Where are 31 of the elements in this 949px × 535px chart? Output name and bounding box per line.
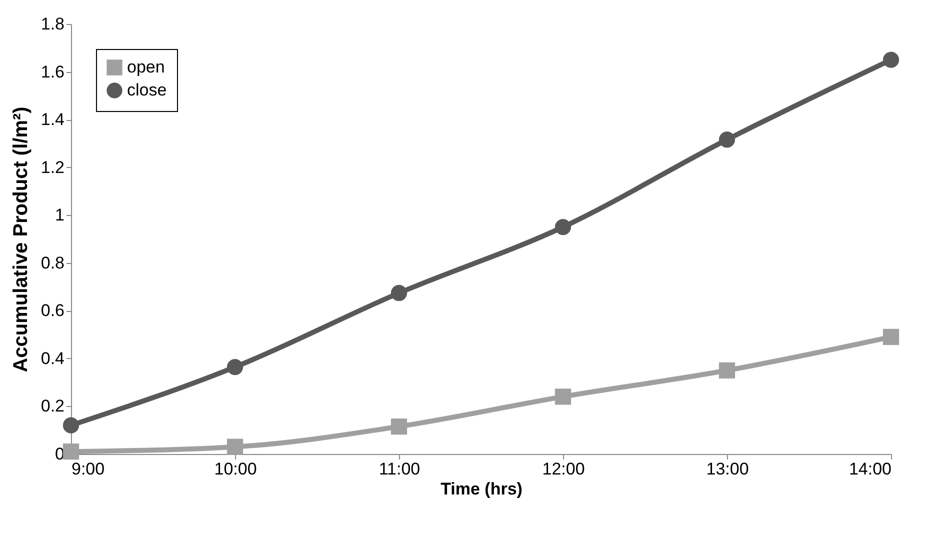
- y-tick-label: 1.8: [40, 14, 64, 34]
- x-axis-title: Time (hrs): [440, 480, 522, 498]
- y-tick-label: 1.2: [40, 158, 64, 177]
- x-tick-label: 10:00: [214, 460, 257, 478]
- y-tick-label: 0.2: [40, 396, 64, 416]
- point: [390, 418, 408, 435]
- point: [226, 359, 244, 376]
- y-tick-label: 1.4: [40, 110, 64, 130]
- y-tick-label: 0.8: [40, 253, 64, 272]
- point: [62, 417, 80, 434]
- point: [554, 219, 572, 236]
- x-tick-label: 14:00: [848, 460, 892, 478]
- legend-label: open: [127, 58, 165, 76]
- legend-label: close: [127, 80, 167, 100]
- y-tick-label: 1.6: [40, 62, 64, 82]
- y-tick-label: 1: [55, 206, 64, 225]
- point: [882, 52, 900, 68]
- x-tick-label: 9:00: [72, 460, 105, 478]
- point: [882, 328, 900, 346]
- point: [390, 284, 408, 302]
- y-tick-label: 0.4: [40, 348, 64, 368]
- point: [718, 362, 736, 378]
- point: [718, 132, 736, 148]
- point: [62, 444, 80, 460]
- point: [554, 388, 572, 405]
- point: [226, 438, 244, 455]
- x-tick-label: 11:00: [378, 460, 420, 478]
- x-tick-label: 13:00: [706, 460, 749, 478]
- y-tick-label: 0.6: [40, 301, 64, 320]
- x-tick-label: 12:00: [542, 460, 585, 478]
- y-axis-title: Accumulative Product (l/m²): [10, 106, 32, 372]
